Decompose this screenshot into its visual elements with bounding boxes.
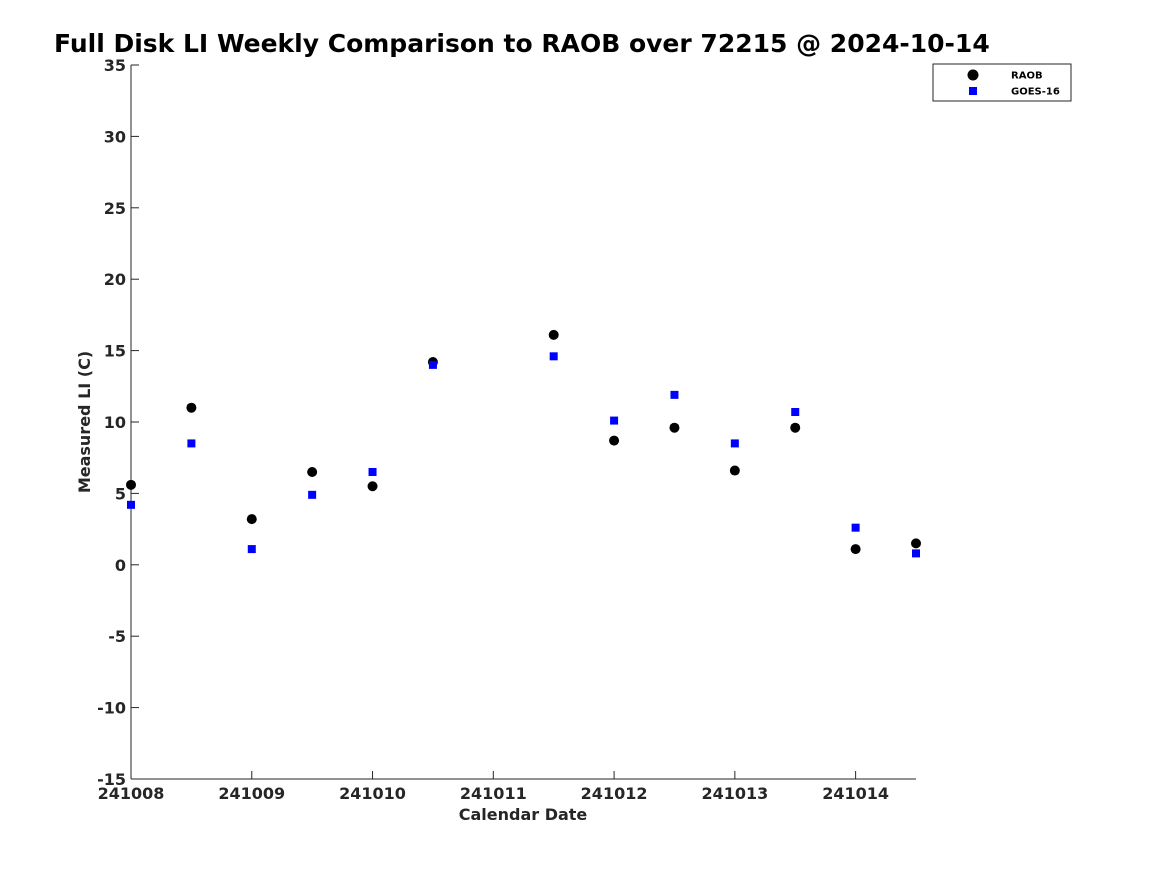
plot-axes: -15 -10 -5 0 5 10 15 20 25 30 35 241008 241009 241010… (97, 56, 916, 803)
y-tick-label: 35 (104, 56, 126, 75)
raob-point (669, 422, 680, 433)
x-tick-label: 241009 (218, 784, 285, 803)
raob-point (911, 538, 921, 549)
raob-point (850, 544, 861, 555)
raob-point (126, 479, 136, 490)
goes-16-point (308, 490, 317, 499)
legend-label-raob: RAOB (1011, 71, 1043, 82)
y-tick-label: 30 (104, 127, 126, 146)
goes-16-point (851, 523, 860, 532)
raob-point (548, 329, 559, 340)
goes-16-point (730, 439, 739, 448)
goes-16-point (368, 467, 377, 476)
y-tick-label: 15 (104, 342, 126, 361)
goes-16-point (670, 390, 679, 399)
y-tick-label: -10 (97, 699, 126, 718)
legend-box (932, 63, 1072, 102)
goes-16-point (428, 360, 437, 369)
goes-16-point (247, 545, 256, 554)
raob-point (307, 466, 318, 477)
raob-point (609, 435, 620, 446)
x-tick-label: 241011 (460, 784, 527, 803)
y-tick-label: 10 (104, 413, 126, 432)
legend-marker-raob (967, 69, 979, 81)
raob-point (790, 422, 801, 433)
x-tick-label: 241013 (701, 784, 768, 803)
y-tick-label: -5 (108, 627, 126, 646)
x-tick-label: 241014 (822, 784, 889, 803)
goes-16-point (912, 549, 920, 558)
x-tick-label: 241008 (98, 784, 165, 803)
x-tick-label: 241010 (339, 784, 406, 803)
goes-16-point (791, 408, 800, 417)
goes-16-point (610, 416, 619, 425)
goes-16-point (127, 500, 135, 509)
y-tick-label: 0 (115, 556, 126, 575)
y-tick-label: 5 (115, 484, 126, 503)
x-tick-label: 241012 (581, 784, 648, 803)
legend-marker-goes-16 (969, 87, 977, 95)
raob-point (186, 402, 197, 413)
raob-point (246, 514, 257, 525)
y-tick-label: 20 (104, 270, 126, 289)
raob-point (729, 465, 740, 476)
raob-point (367, 481, 378, 492)
x-axis-label: Calendar Date (459, 805, 588, 824)
y-axis-label: Measured LI (C) (75, 351, 94, 493)
y-tick-label: -15 (97, 770, 126, 789)
legend-label-goes-16: GOES-16 (1011, 87, 1060, 98)
y-tick-label: 25 (104, 199, 126, 218)
legend: RAOB GOES-16 (932, 63, 1072, 102)
goes-16-point (187, 439, 196, 448)
plot-marks (126, 329, 921, 558)
chart-title: Full Disk LI Weekly Comparison to RAOB o… (54, 29, 990, 58)
goes-16-point (549, 352, 558, 361)
